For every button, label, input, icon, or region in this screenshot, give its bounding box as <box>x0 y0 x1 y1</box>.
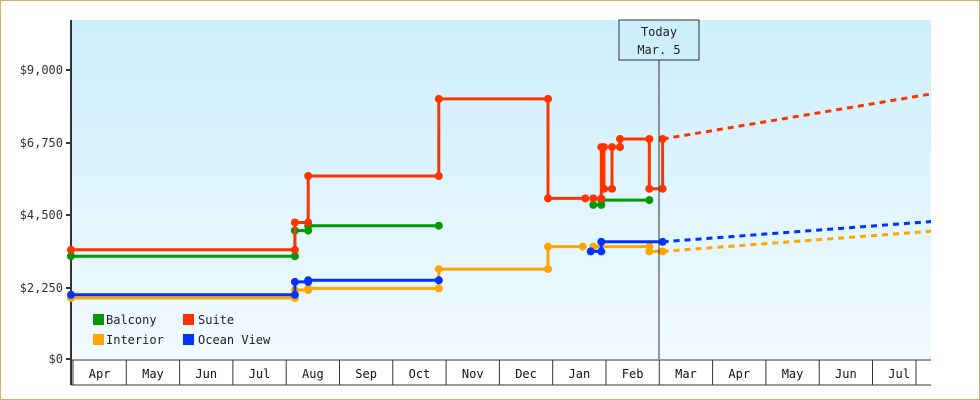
ocean-view-line <box>71 278 439 297</box>
data-point[interactable] <box>434 265 443 274</box>
data-point[interactable] <box>290 277 299 286</box>
data-point[interactable] <box>544 265 552 274</box>
month-label: Aug <box>302 367 324 381</box>
data-point[interactable] <box>597 247 606 256</box>
legend-item-ocean-view[interactable]: Ocean View <box>183 333 271 347</box>
data-point[interactable] <box>544 94 552 103</box>
y-tick: $0 <box>49 352 71 366</box>
y-tick: $2,250 <box>20 281 71 295</box>
data-point[interactable] <box>304 218 313 227</box>
data-point[interactable] <box>645 184 654 193</box>
data-point[interactable] <box>645 135 654 143</box>
data-point[interactable] <box>290 252 299 261</box>
data-point[interactable] <box>67 245 75 254</box>
data-point[interactable] <box>589 194 598 203</box>
data-point[interactable] <box>304 276 313 285</box>
data-point[interactable] <box>434 94 443 103</box>
ocean-view-line-recent <box>590 240 663 253</box>
balcony-line <box>71 224 439 258</box>
data-point[interactable] <box>304 284 313 293</box>
data-point[interactable] <box>608 143 616 152</box>
month-label: Dec <box>515 367 537 381</box>
today-marker: Today Mar. 5 <box>618 19 700 359</box>
data-point[interactable] <box>290 245 299 254</box>
legend-label: Interior <box>106 333 164 347</box>
data-point[interactable] <box>600 143 608 152</box>
month-label: Sep <box>355 367 377 381</box>
legend-item-suite[interactable]: Suite <box>183 313 234 327</box>
month-label: Jul <box>249 367 271 381</box>
y-tick: $9,000 <box>20 63 71 77</box>
month-label: Jun <box>195 367 217 381</box>
suite-line <box>71 97 586 252</box>
data-point[interactable] <box>600 184 608 193</box>
month-label: Jun <box>835 367 857 381</box>
y-tick-label: $9,000 <box>20 63 63 77</box>
legend-label: Suite <box>198 313 234 327</box>
data-point[interactable] <box>434 276 443 285</box>
legend-item-interior[interactable]: Interior <box>93 333 164 347</box>
data-point[interactable] <box>67 252 75 261</box>
data-point[interactable] <box>608 184 616 193</box>
month-label: Apr <box>728 367 750 381</box>
data-point[interactable] <box>589 200 598 209</box>
data-point[interactable] <box>290 290 299 299</box>
month-label: May <box>142 367 164 381</box>
month-label: Jan <box>569 367 591 381</box>
y-axis-ticks: $9,000 $6,750 $4,500 $2,250 $0 <box>20 63 71 366</box>
month-label: Jul <box>888 367 910 381</box>
month-label: May <box>782 367 804 381</box>
legend-label: Balcony <box>106 313 157 327</box>
y-tick-label: $4,500 <box>20 208 63 222</box>
data-point[interactable] <box>645 247 654 256</box>
data-point[interactable] <box>645 196 654 205</box>
data-point[interactable] <box>304 172 313 180</box>
y-tick: $4,500 <box>20 208 71 222</box>
y-tick-label: $2,250 <box>20 281 63 295</box>
data-point[interactable] <box>597 194 606 203</box>
data-point[interactable] <box>586 247 595 256</box>
x-axis-months: Apr May Jun Jul Aug Sep Oct Nov Dec Jan Feb Mar Apr M… <box>71 359 931 386</box>
month-label: Mar <box>675 367 697 381</box>
month-label: Apr <box>89 367 111 381</box>
plot-area <box>71 20 931 359</box>
month-label: Oct <box>409 367 431 381</box>
data-point[interactable] <box>658 237 667 246</box>
legend: Balcony Suite Interior Ocean View <box>93 313 271 347</box>
data-point[interactable] <box>434 172 443 180</box>
data-point[interactable] <box>616 135 624 143</box>
data-point[interactable] <box>544 194 552 203</box>
y-tick-label: $0 <box>49 352 63 366</box>
series-layer <box>67 15 978 360</box>
legend-item-balcony[interactable]: Balcony <box>93 313 157 327</box>
data-point[interactable] <box>597 237 606 246</box>
interior-projection-line <box>662 229 940 253</box>
data-point[interactable] <box>658 135 667 143</box>
data-point[interactable] <box>658 184 667 193</box>
data-point[interactable] <box>67 290 75 299</box>
month-label: Nov <box>462 367 484 381</box>
suite-projection-line <box>662 91 941 141</box>
data-point[interactable] <box>616 143 624 152</box>
data-point[interactable] <box>544 242 552 251</box>
data-point[interactable] <box>658 247 667 256</box>
ocean-view-projection-line <box>662 219 940 244</box>
today-date: Mar. 5 <box>637 43 680 57</box>
data-point[interactable] <box>434 284 443 293</box>
y-tick: $6,750 <box>20 136 71 150</box>
data-point[interactable] <box>290 218 299 227</box>
data-point[interactable] <box>581 194 590 203</box>
legend-label: Ocean View <box>198 333 271 347</box>
month-label: Feb <box>622 367 644 381</box>
data-point[interactable] <box>434 221 443 230</box>
y-tick-label: $6,750 <box>20 136 63 150</box>
today-label: Today <box>641 25 677 39</box>
data-point[interactable] <box>578 242 587 251</box>
